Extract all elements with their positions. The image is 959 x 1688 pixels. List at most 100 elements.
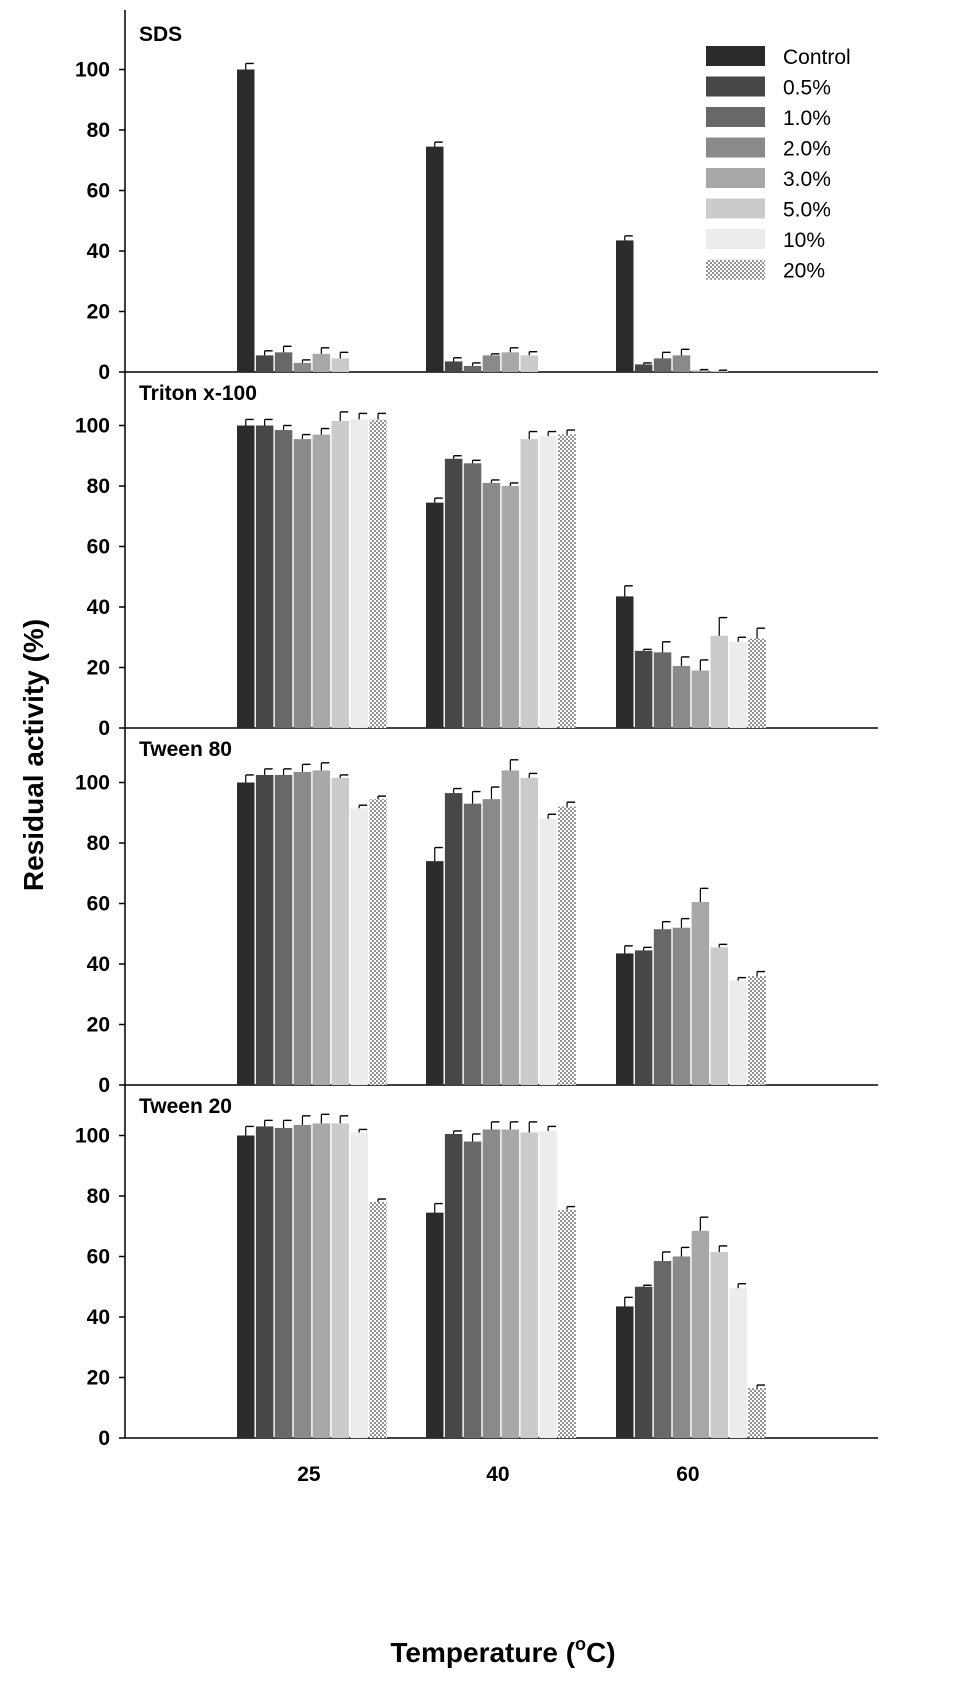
bar-tween-80-60-s4 [691, 901, 710, 1085]
panel-3-ytick-label: 60 [87, 893, 110, 916]
x-category-label-60: 60 [676, 1463, 699, 1486]
panel-1-ytick-label: 0 [98, 361, 110, 384]
bar-tween-20-60-s5 [710, 1251, 728, 1438]
bar-tween-20-25-s1 [255, 1126, 274, 1438]
bar-tween-80-25-s1 [255, 774, 274, 1085]
legend-label-7: 20% [783, 260, 825, 283]
bar-triton-x-100-25-s1 [255, 425, 274, 728]
panel-1-ytick-label: 40 [87, 240, 110, 263]
bar-triton-x-100-40-s3 [482, 482, 501, 728]
panel-4-ytick-label: 0 [98, 1427, 110, 1450]
panel-4-ytick-label: 20 [87, 1367, 110, 1390]
bar-tween-20-60-s1 [634, 1286, 653, 1438]
panel-3-ytick-label: 40 [87, 953, 110, 976]
bar-tween-20-25-s5 [331, 1123, 349, 1438]
panel-1-ytick-label: 60 [87, 180, 110, 203]
bar-tween-80-25-s4 [312, 770, 331, 1085]
bar-tween-80-40-s4 [501, 770, 520, 1085]
bar-tween-20-40-s3 [482, 1129, 501, 1438]
x-axis-title-main: Temperature ( [390, 1637, 575, 1668]
bar-tween-80-60-s2 [653, 929, 672, 1085]
bar-sds-40-s5 [520, 355, 538, 372]
panel-3-ytick-label: 20 [87, 1014, 110, 1037]
bar-sds-40-s4 [501, 352, 520, 372]
bar-tween-20-60-s2 [653, 1261, 672, 1438]
panel-4-title: Tween 20 [139, 1095, 232, 1118]
bar-tween-80-60-s5 [710, 947, 728, 1085]
bar-tween-20-60-s4 [691, 1230, 710, 1438]
bar-sds-40-s0 [426, 146, 444, 372]
bar-tween-20-40-s5 [520, 1132, 538, 1438]
legend-label-3: 2.0% [783, 138, 831, 161]
bar-tween-20-40-s2 [463, 1141, 482, 1438]
legend-swatch-1 [706, 76, 765, 97]
bar-tween-80-60-s7 [748, 976, 766, 1085]
bar-tween-20-40-s4 [501, 1129, 520, 1438]
bar-sds-40-s3 [482, 355, 501, 372]
bar-tween-80-40-s5 [520, 777, 538, 1085]
bar-sds-60-s4 [691, 370, 710, 372]
bar-sds-60-s2 [653, 358, 672, 372]
bar-triton-x-100-25-s2 [274, 430, 293, 728]
panel-1: 0 20 40 60 80 100 SDS [75, 10, 878, 384]
x-axis-title-end: C) [586, 1637, 616, 1668]
panel-3-title: Tween 80 [139, 738, 232, 761]
panel-3-ytick-label: 0 [98, 1074, 110, 1097]
bar-sds-40-s2 [463, 365, 482, 372]
bar-sds-25-s4 [312, 353, 331, 372]
bar-tween-80-60-s6 [729, 980, 747, 1085]
bar-triton-x-100-40-s0 [426, 502, 444, 728]
panel-1-ytick-label: 80 [87, 119, 110, 142]
panel-4-ytick-label: 80 [87, 1185, 110, 1208]
panel-1-ytick-label: 20 [87, 301, 110, 324]
bar-tween-80-40-s1 [444, 793, 463, 1085]
bar-tween-20-60-s3 [672, 1256, 691, 1438]
panel-2-ytick-label: 0 [98, 717, 110, 740]
bar-tween-20-40-s1 [444, 1133, 463, 1438]
legend-label-2: 1.0% [783, 107, 831, 130]
bar-tween-80-40-s6 [539, 818, 557, 1085]
panel-3-ytick-label: 100 [75, 772, 110, 795]
bar-triton-x-100-25-s5 [331, 420, 349, 728]
bar-triton-x-100-60-s6 [729, 641, 747, 728]
bar-tween-80-40-s2 [463, 803, 482, 1085]
bar-triton-x-100-25-s0 [237, 425, 255, 728]
bar-sds-25-s1 [255, 355, 274, 372]
legend-swatch-5 [706, 198, 765, 219]
bar-tween-20-40-s0 [426, 1212, 444, 1438]
legend-swatch-0 [706, 46, 765, 66]
bar-tween-20-25-s0 [237, 1135, 255, 1438]
bar-tween-20-25-s3 [293, 1124, 312, 1438]
bar-triton-x-100-40-s2 [463, 463, 482, 728]
bar-tween-20-25-s6 [350, 1132, 368, 1438]
bar-tween-80-60-s3 [672, 927, 691, 1085]
bar-triton-x-100-60-s3 [672, 665, 691, 728]
x-category-label-25: 25 [297, 1463, 321, 1486]
bar-tween-20-25-s7 [369, 1202, 387, 1438]
bar-tween-80-25-s5 [331, 777, 349, 1085]
bar-triton-x-100-25-s4 [312, 434, 331, 728]
bar-triton-x-100-60-s1 [634, 650, 653, 728]
bar-triton-x-100-40-s7 [558, 434, 576, 728]
legend-label-1: 0.5% [783, 77, 831, 100]
bar-tween-80-40-s0 [426, 861, 444, 1085]
bar-tween-80-60-s0 [616, 953, 634, 1085]
legend-label-5: 5.0% [783, 199, 831, 222]
bar-triton-x-100-40-s1 [444, 458, 463, 728]
legend-label-0: Control [783, 46, 851, 69]
bar-triton-x-100-60-s5 [710, 635, 728, 728]
x-axis-title: Temperature (oC) [390, 1634, 615, 1668]
bar-triton-x-100-60-s7 [748, 638, 766, 728]
legend-swatch-4 [706, 168, 765, 188]
bar-triton-x-100-60-s2 [653, 652, 672, 728]
bar-sds-25-s5 [331, 358, 349, 372]
panel-3: 0 20 40 60 80 100 Tween 80 [75, 728, 878, 1097]
panel-4-ytick-label: 40 [87, 1306, 110, 1329]
legend-swatch-6 [706, 229, 765, 249]
bar-tween-20-60-s6 [729, 1288, 747, 1438]
panel-2-ytick-label: 60 [87, 536, 110, 559]
bar-sds-25-s3 [293, 362, 312, 372]
bar-triton-x-100-25-s7 [369, 419, 387, 728]
